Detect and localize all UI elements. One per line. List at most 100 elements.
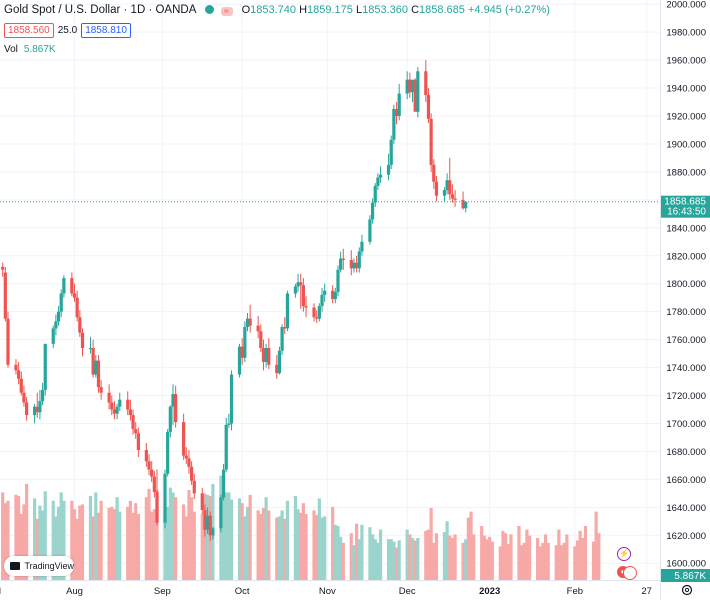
price-axis[interactable]: 1600.000 1620.000 1640.000 1660.000 1680.000… — [666, 0, 706, 570]
volume-bar — [352, 545, 356, 580]
volume-bar — [227, 492, 231, 580]
candle-body — [323, 290, 327, 295]
volume-bar — [54, 516, 58, 580]
candle-body — [200, 493, 204, 511]
volume-bar — [453, 534, 457, 580]
volume-bar — [19, 514, 23, 580]
volume-bar — [469, 511, 473, 580]
candle-body — [171, 394, 175, 407]
price-tag-countdown: 16:43:50 — [667, 207, 706, 218]
volume-label: Vol — [4, 44, 18, 55]
candle-body — [96, 360, 101, 388]
candle-body — [126, 399, 130, 410]
volume-bar — [485, 539, 489, 580]
volume-bar — [237, 498, 242, 580]
settings-gear-icon[interactable] — [681, 584, 693, 596]
x-tick-label: Oct — [235, 586, 250, 597]
volume-bar — [174, 497, 178, 580]
spread-value: 25.0 — [57, 25, 78, 36]
candle-body — [56, 311, 61, 322]
volume-bar — [445, 521, 449, 580]
candle-body — [245, 318, 250, 328]
volume-bar — [70, 500, 74, 580]
candle-body — [410, 79, 415, 93]
candle-body — [51, 328, 55, 344]
candle-body — [203, 510, 207, 530]
volume-bar — [520, 545, 524, 580]
candle-body — [285, 293, 290, 329]
volume-bar — [543, 534, 548, 580]
y-tick-label: 1940.000 — [666, 84, 706, 95]
y-tick-label: 1620.000 — [666, 531, 706, 542]
x-tick-label: Dec — [399, 586, 416, 597]
symbol-title[interactable]: Gold Spot / U.S. Dollar · 1D · OANDA — [4, 4, 197, 16]
volume-bar — [482, 535, 486, 580]
volume-bar — [527, 535, 532, 580]
volume-bar — [339, 536, 343, 580]
volume-bar — [283, 518, 287, 580]
chart-legend: Gold Spot / U.S. Dollar · 1D · OANDA ≈ O… — [4, 4, 550, 16]
tradingview-logo[interactable]: TradingView — [4, 556, 74, 576]
volume-bar — [182, 504, 186, 580]
candle-body — [464, 201, 468, 209]
volume-bar — [96, 512, 101, 580]
candle-body — [152, 476, 156, 492]
volume-bar — [355, 523, 359, 580]
candle-body — [227, 423, 231, 425]
candle-body — [424, 71, 428, 96]
volume-value: 5.867K — [23, 44, 56, 55]
volume-bar — [245, 506, 250, 580]
volume-bar — [205, 494, 210, 580]
volume-bars — [1, 475, 601, 580]
candle-body — [397, 93, 401, 116]
volume-bar — [461, 542, 465, 580]
volume-bar — [150, 511, 154, 580]
low-value: 1853.360 — [362, 4, 408, 16]
candle-body — [1, 266, 5, 270]
buy-price-button[interactable]: 1858.810 — [81, 23, 131, 38]
candle-body — [448, 180, 452, 195]
candle-body — [315, 317, 319, 319]
volume-bar — [112, 509, 117, 580]
candle-body — [62, 278, 66, 294]
volume-bar — [498, 546, 502, 580]
candle-body — [432, 164, 436, 182]
candle-body — [357, 251, 361, 269]
y-tick-label: 1840.000 — [666, 223, 706, 234]
volume-bar — [131, 512, 135, 580]
candle-body — [429, 118, 433, 165]
candle-body — [280, 327, 284, 351]
time-axis[interactable]: ul Aug Sep Oct Nov Dec 2023 Feb 27 — [0, 586, 652, 597]
candle-body — [405, 79, 409, 94]
candle-body — [59, 293, 63, 312]
volume-bar — [43, 491, 47, 580]
y-tick-label: 2000.000 — [666, 0, 706, 11]
volume-bar — [341, 542, 345, 580]
volume-bar — [293, 496, 298, 580]
candle-body — [134, 429, 138, 434]
volume-bar — [301, 503, 305, 580]
x-tick-label: 2023 — [479, 586, 500, 597]
candle-body — [355, 262, 359, 269]
open-value: 1853.740 — [250, 4, 297, 16]
volume-bar — [88, 496, 93, 580]
sell-price-button[interactable]: 1858.560 — [4, 23, 54, 38]
flag-us-icon-2[interactable] — [623, 566, 637, 580]
candle-body — [442, 190, 447, 196]
y-tick-label: 1880.000 — [666, 167, 706, 178]
candle-body — [392, 109, 396, 140]
volume-bar — [72, 509, 77, 580]
trade-buttons: 1858.560 25.0 1858.810 — [4, 23, 135, 38]
lightning-icon[interactable]: ⚡ — [617, 547, 631, 561]
volume-bar — [573, 546, 577, 580]
volume-bar — [144, 497, 148, 580]
volume-bar — [296, 509, 300, 580]
volume-bar — [51, 500, 55, 580]
volume-bar — [357, 539, 361, 580]
volume-bar — [35, 518, 39, 580]
volume-bar — [38, 505, 42, 580]
volume-bar — [6, 500, 10, 580]
volume-bar — [110, 506, 114, 580]
candle-body — [43, 343, 47, 390]
